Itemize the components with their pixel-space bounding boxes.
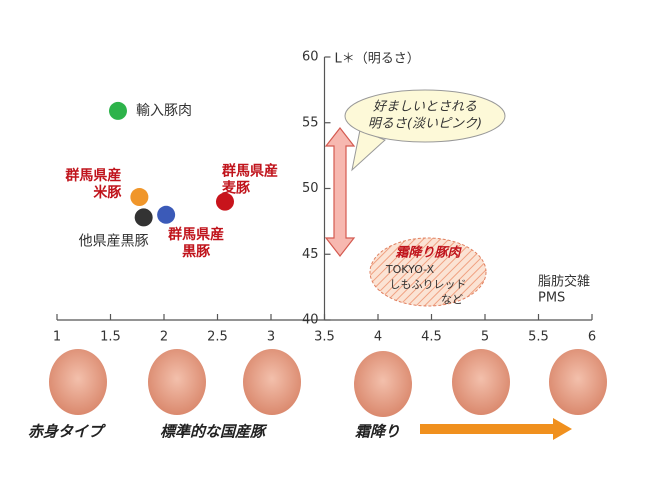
y-tick-label: 45 — [302, 247, 319, 262]
meat-images — [49, 349, 607, 417]
point — [157, 205, 176, 224]
bottom-label: 赤身タイプ — [28, 423, 106, 441]
point-label: 群馬県産 — [221, 163, 278, 180]
marbled-item: TOKYO-X — [385, 263, 435, 276]
marbled-area — [369, 237, 487, 307]
x-tick-label: 4.5 — [421, 330, 442, 345]
point-label: 群馬県産 — [64, 167, 121, 184]
x-tick-label: 1.5 — [100, 330, 121, 345]
point — [215, 192, 234, 211]
point-label: 米豚 — [93, 184, 122, 201]
x-tick-label: 2.5 — [207, 330, 228, 345]
x-tick-label: 6 — [588, 330, 596, 345]
x-tick-label: 3 — [267, 330, 275, 345]
preferred-note: 好ましいとされる — [373, 100, 477, 115]
x-tick-label: 3.5 — [314, 330, 335, 345]
double-arrow — [324, 127, 356, 257]
point — [134, 208, 153, 227]
marbled-item: など — [441, 293, 463, 306]
point — [130, 188, 149, 207]
point-label: 他県産黒豚 — [79, 233, 149, 249]
y-tick-label: 55 — [302, 115, 319, 130]
marbled-title: 霜降り豚肉 — [395, 245, 462, 261]
callout-bubble — [344, 89, 506, 143]
x-axis-label: 脂肪交雑 — [538, 274, 590, 290]
bottom-label: 標準的な国産豚 — [160, 423, 268, 441]
x-tick-label: 5 — [481, 330, 489, 345]
point-label: 輸入豚肉 — [136, 103, 192, 119]
orange-arrow — [420, 418, 572, 440]
y-tick-label: 50 — [302, 181, 319, 196]
x-tick-label: 2 — [160, 330, 168, 345]
bottom-label: 霜降り — [355, 423, 400, 441]
x-tick-label: 1 — [53, 330, 61, 345]
y-tick-label: 40 — [302, 313, 319, 328]
preferred-note: 明るさ(淡いピンク) — [368, 117, 482, 132]
x-tick-label: 5.5 — [528, 330, 549, 345]
point-label: 麦豚 — [222, 180, 251, 197]
point-label: 群馬県産 — [167, 226, 224, 243]
y-tick-label: 60 — [302, 50, 319, 65]
y-axis-label: L＊（明るさ） — [335, 52, 420, 67]
point-label: 黒豚 — [182, 244, 211, 260]
x-axis-label: PMS — [538, 291, 565, 306]
marbled-item: しもふりレッド — [390, 278, 467, 291]
x-tick-label: 4 — [374, 330, 382, 345]
point — [108, 101, 127, 120]
